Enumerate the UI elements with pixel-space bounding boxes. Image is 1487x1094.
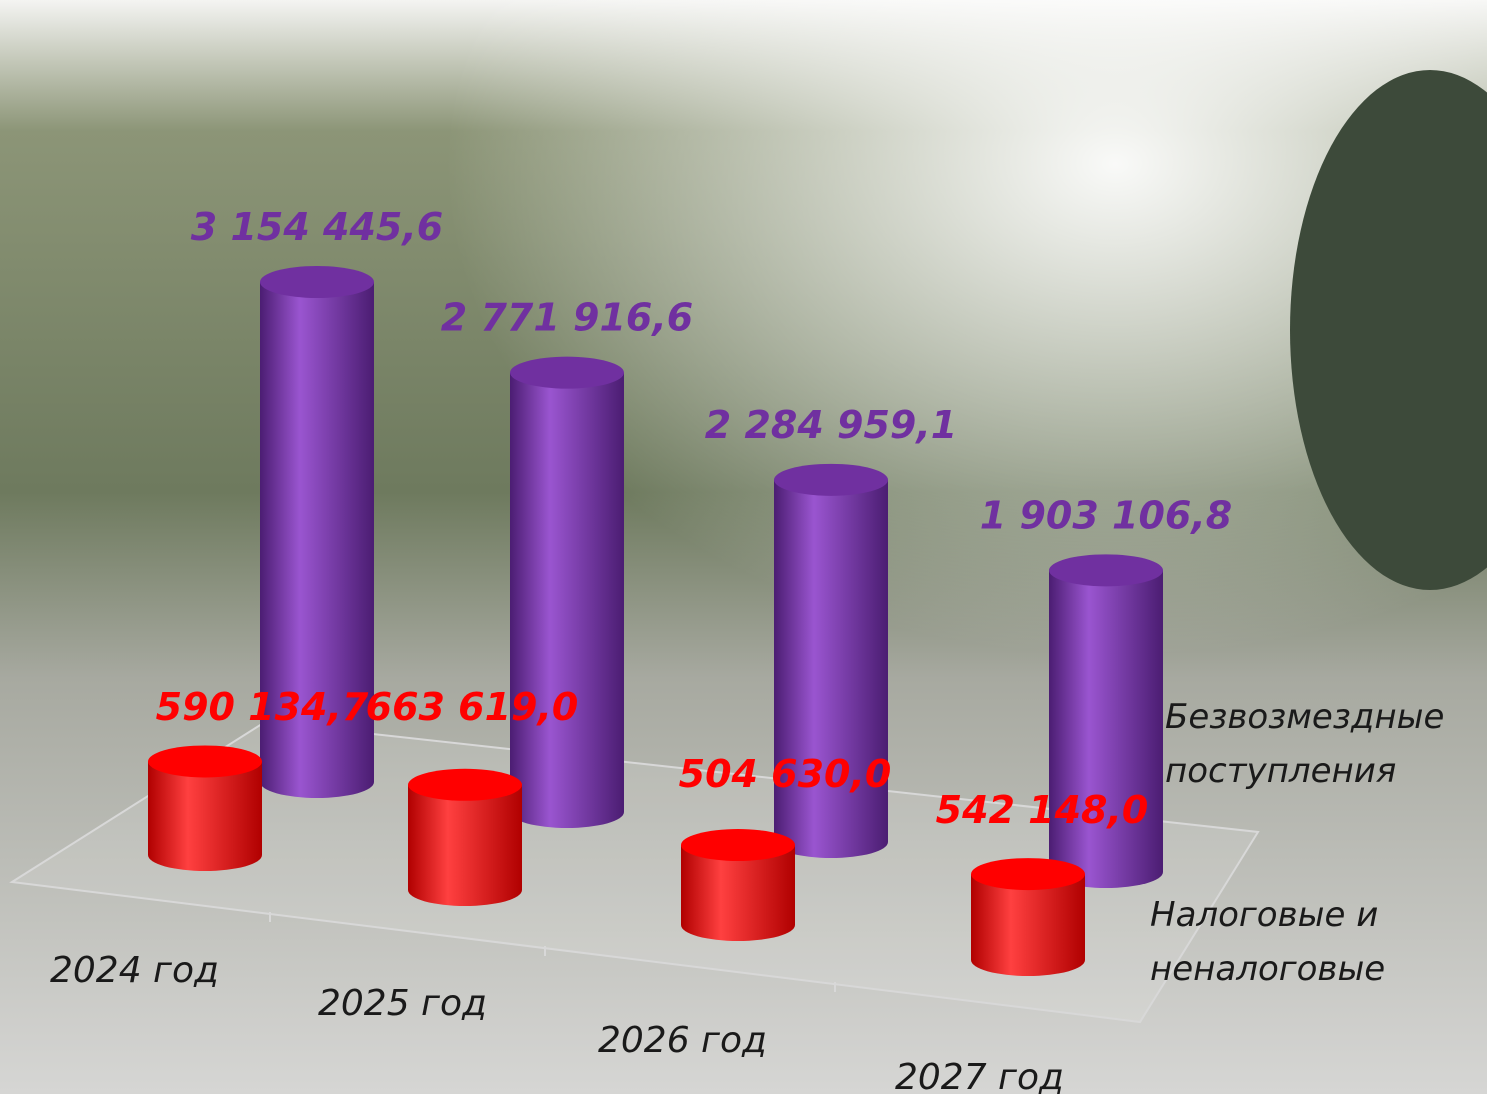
value-label: 1 903 106,8 — [980, 493, 1232, 537]
cylinder-top — [148, 745, 262, 777]
value-label: 3 154 445,6 — [191, 205, 443, 249]
x-tick-label: 2026 год — [598, 1020, 767, 1061]
value-label: 2 284 959,1 — [705, 403, 957, 447]
cylinder-top — [971, 858, 1085, 890]
cylinder-top — [1049, 554, 1163, 586]
value-label: 2 771 916,6 — [441, 296, 693, 340]
cylinder-top — [260, 266, 374, 298]
value-label: 663 619,0 — [366, 685, 579, 729]
value-label: 542 148,0 — [936, 788, 1149, 832]
value-label: 590 134,7 — [156, 685, 369, 729]
legend-entry: Безвозмездные поступления — [1165, 690, 1485, 798]
slide: 3 154 445,6 2 771 916,6 2 284 959,1 1 903 1… — [0, 0, 1487, 1094]
value-label: 504 630,0 — [679, 752, 892, 796]
x-tick-label: 2025 год — [318, 983, 487, 1024]
cylinder-top — [681, 829, 795, 861]
cylinder-top — [510, 357, 624, 389]
x-tick-label: 2027 год — [895, 1057, 1064, 1094]
x-tick-label: 2024 год — [50, 950, 219, 991]
cylinder-top — [408, 769, 522, 801]
cylinder-top — [774, 464, 888, 496]
legend-entry: Налоговые и неналоговые — [1150, 888, 1470, 996]
cylinder — [510, 373, 624, 812]
